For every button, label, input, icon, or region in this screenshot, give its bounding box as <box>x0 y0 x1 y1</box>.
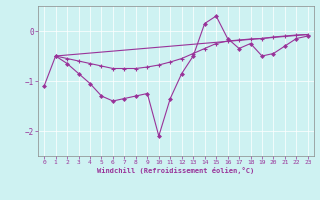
X-axis label: Windchill (Refroidissement éolien,°C): Windchill (Refroidissement éolien,°C) <box>97 167 255 174</box>
